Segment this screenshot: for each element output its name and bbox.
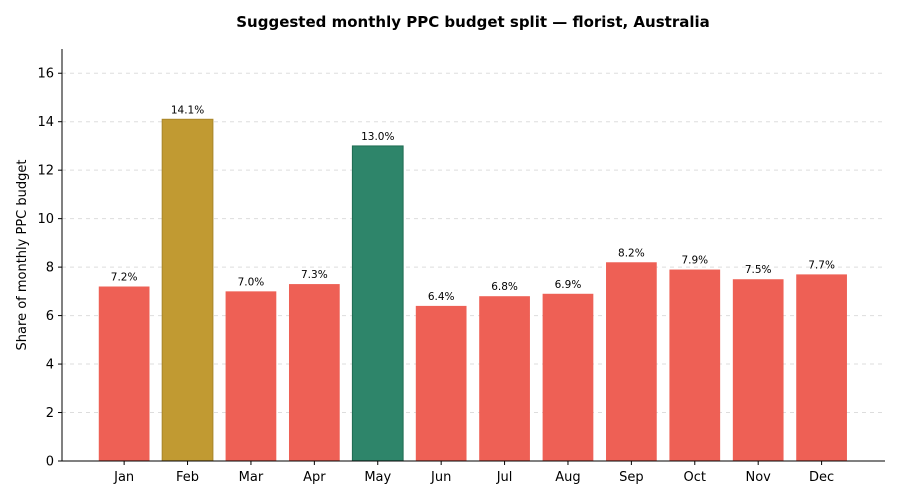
x-tick-label-aug: Aug [555, 470, 580, 485]
bar-nov [732, 279, 784, 461]
y-tick-label: 14 [37, 115, 54, 130]
data-label-aug: 6.9% [555, 279, 582, 291]
x-tick-label-apr: Apr [303, 470, 326, 485]
data-label-apr: 7.3% [301, 269, 328, 281]
x-tick-label-oct: Oct [684, 470, 706, 485]
bar-feb [161, 118, 214, 462]
x-tick-label-mar: Mar [239, 470, 264, 485]
y-tick-label: 16 [37, 67, 54, 82]
data-label-nov: 7.5% [745, 264, 772, 276]
bar-jan [98, 286, 150, 461]
y-tick-label: 6 [46, 309, 54, 324]
data-label-sep: 8.2% [618, 247, 645, 259]
y-tick-label: 4 [46, 358, 54, 373]
axes: 0 2 4 6 8 10 12 14 16 Jan Feb Mar Apr May Jun Jul Aug Sep… [37, 49, 885, 485]
data-label-feb: 14.1% [171, 104, 204, 116]
x-tick-label-feb: Feb [176, 470, 199, 485]
y-tick-label: 2 [46, 406, 54, 421]
data-label-oct: 7.9% [681, 255, 708, 267]
x-tick-label-nov: Nov [746, 470, 772, 485]
bar-jul [479, 296, 530, 461]
data-label-jul: 6.8% [491, 281, 518, 293]
x-tick-label-jan: Jan [113, 470, 134, 485]
bar-may [351, 145, 404, 462]
x-tick-label-may: May [364, 470, 391, 485]
bar-apr [288, 284, 340, 461]
x-tick-label-jun: Jun [430, 470, 451, 485]
data-labels: 7.2% 14.1% 7.0% 7.3% 13.0% 6.4% 6.8% 6.9% 8.2% 7.… [111, 104, 835, 303]
x-tick-label-sep: Sep [619, 470, 644, 485]
data-label-dec: 7.7% [808, 259, 835, 271]
bar-oct [669, 269, 721, 461]
bar-dec [796, 274, 847, 461]
bar-jun [415, 305, 467, 461]
data-label-mar: 7.0% [238, 276, 265, 288]
data-label-jan: 7.2% [111, 272, 138, 284]
data-label-jun: 6.4% [428, 291, 455, 303]
bar-mar [225, 291, 277, 461]
chart-title: Suggested monthly PPC budget split — flo… [236, 13, 710, 31]
x-tick-label-dec: Dec [809, 470, 834, 485]
bar-sep [606, 262, 657, 461]
y-tick-label: 8 [46, 261, 54, 276]
bar-aug [542, 293, 594, 461]
y-axis-label: Share of monthly PPC budget [15, 160, 30, 351]
data-label-may: 13.0% [361, 131, 394, 143]
y-tick-label: 0 [46, 455, 54, 470]
y-tick-label: 10 [37, 212, 54, 227]
x-tick-label-jul: Jul [496, 470, 513, 485]
y-tick-label: 12 [37, 164, 54, 179]
